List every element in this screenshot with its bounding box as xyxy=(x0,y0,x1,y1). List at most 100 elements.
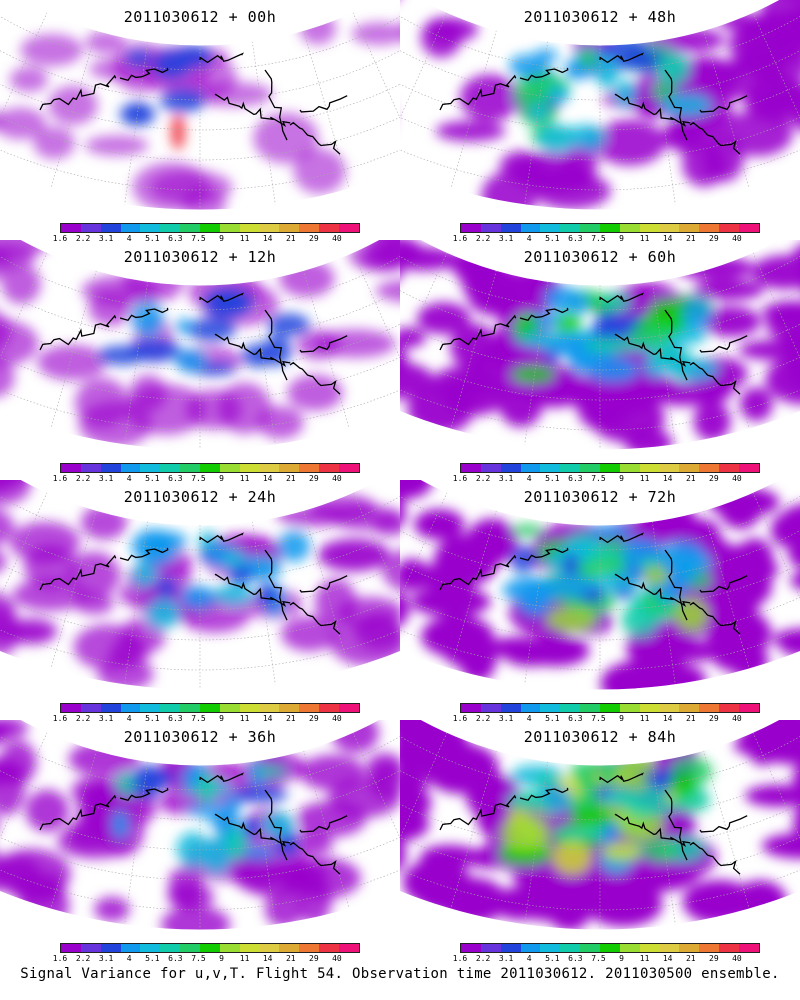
colorbar-swatch xyxy=(639,944,660,952)
colorbar-swatches xyxy=(460,463,760,473)
colorbar-labels: 1.6 2.2 3.1 4 5.1 6.3 7.5 9 11 14 21 29 40 xyxy=(53,233,360,245)
colorbar-swatch xyxy=(259,224,280,232)
colorbar-tick-label: 6.3 xyxy=(168,954,183,963)
colorbar-swatch xyxy=(659,464,680,472)
colorbar-swatch xyxy=(520,224,541,232)
colorbar-tick-label: 21 xyxy=(685,474,696,483)
colorbar-swatch xyxy=(679,464,700,472)
colorbar-tick-label: 7.5 xyxy=(591,474,606,483)
colorbar-swatch xyxy=(80,704,101,712)
colorbar-tick-label: 40 xyxy=(332,234,342,243)
colorbar-tick-label: 21 xyxy=(285,714,296,723)
colorbar-swatch xyxy=(679,224,700,232)
colorbar-swatch xyxy=(100,464,121,472)
colorbar-tick-label: 40 xyxy=(732,714,742,723)
colorbar-tick-label: 21 xyxy=(685,954,696,963)
colorbar-swatch xyxy=(739,944,759,952)
colorbar-tick-label: 6.3 xyxy=(168,714,183,723)
colorbar-tick-label: 29 xyxy=(309,234,319,243)
colorbar-swatches xyxy=(460,943,760,953)
colorbar-swatches xyxy=(460,703,760,713)
colorbar-tick-label: 14 xyxy=(262,714,273,723)
colorbar-swatches xyxy=(60,463,360,473)
colorbar-swatch xyxy=(699,224,720,232)
colorbar-swatch xyxy=(619,944,640,952)
colorbar-swatch xyxy=(219,944,240,952)
colorbar-swatch xyxy=(180,944,201,952)
colorbar-swatch xyxy=(619,464,640,472)
variance-map xyxy=(0,720,400,931)
colorbar-tick-label: 4 xyxy=(126,474,132,483)
colorbar-tick-label: 11 xyxy=(639,474,650,483)
colorbar-tick-label: 11 xyxy=(239,714,250,723)
colorbar-swatch xyxy=(699,704,720,712)
colorbar-swatch xyxy=(80,224,101,232)
colorbar-tick-label: 5.1 xyxy=(145,714,160,723)
colorbar-tick-label: 14 xyxy=(662,714,673,723)
colorbar-swatch xyxy=(239,944,260,952)
colorbar-swatch xyxy=(480,224,501,232)
colorbar-swatch xyxy=(259,944,280,952)
colorbar-swatch xyxy=(239,704,260,712)
colorbar-swatch xyxy=(540,464,561,472)
colorbar-swatch xyxy=(500,704,521,712)
colorbar-swatch xyxy=(600,464,620,472)
panel-title: 2011030612 + 00h xyxy=(123,8,277,26)
colorbar-tick-label: 1.6 xyxy=(452,474,468,483)
colorbar-tick-label: 2.2 xyxy=(475,474,491,483)
colorbar-tick-label: 14 xyxy=(662,954,673,963)
colorbar-tick-label: 5.1 xyxy=(545,474,560,483)
colorbar-swatch xyxy=(679,704,700,712)
colorbar-swatch xyxy=(560,224,581,232)
colorbar-swatch xyxy=(61,464,81,472)
forecast-panel-grid: 2011030612 + 00h 1.6 2.2 3.1 4 5.1 6.3 7.5 9 11 14… xyxy=(0,0,800,963)
colorbar: 1.6 2.2 3.1 4 5.1 6.3 7.5 9 11 14 21 29 40 xyxy=(453,703,760,727)
colorbar-tick-label: 40 xyxy=(732,474,742,483)
variance-map xyxy=(400,480,800,691)
variance-map xyxy=(400,0,800,211)
colorbar-tick-label: 2.2 xyxy=(475,234,491,243)
colorbar-swatch xyxy=(80,944,101,952)
colorbar-tick-label: 3.1 xyxy=(498,714,514,723)
panel-title: 2011030612 + 24h xyxy=(123,488,277,506)
colorbar-swatch xyxy=(279,224,300,232)
colorbar-swatch xyxy=(319,464,340,472)
colorbar-swatch xyxy=(299,944,320,952)
colorbar-swatches xyxy=(460,223,760,233)
colorbar-tick-label: 14 xyxy=(262,954,273,963)
colorbar-tick-label: 1.6 xyxy=(52,234,68,243)
colorbar-tick-label: 7.5 xyxy=(191,714,206,723)
colorbar: 1.6 2.2 3.1 4 5.1 6.3 7.5 9 11 14 21 29 40 xyxy=(53,463,360,487)
colorbar-swatch xyxy=(61,704,81,712)
colorbar-tick-label: 21 xyxy=(685,714,696,723)
colorbar-tick-label: 4 xyxy=(126,234,132,243)
colorbar-tick-label: 29 xyxy=(309,954,319,963)
colorbar-tick-label: 7.5 xyxy=(191,474,206,483)
colorbar-swatch xyxy=(480,944,501,952)
colorbar-tick-label: 40 xyxy=(332,474,342,483)
colorbar-tick-label: 4 xyxy=(526,954,532,963)
colorbar-tick-label: 3.1 xyxy=(98,474,114,483)
colorbar-swatch xyxy=(200,464,220,472)
colorbar-tick-label: 7.5 xyxy=(191,234,206,243)
colorbar-tick-label: 4 xyxy=(526,234,532,243)
colorbar-swatch xyxy=(659,224,680,232)
colorbar: 1.6 2.2 3.1 4 5.1 6.3 7.5 9 11 14 21 29 40 xyxy=(453,463,760,487)
colorbar-tick-label: 7.5 xyxy=(591,234,606,243)
colorbar-tick-label: 1.6 xyxy=(452,714,468,723)
colorbar-swatch xyxy=(339,944,359,952)
colorbar-swatch xyxy=(339,704,359,712)
colorbar-swatch xyxy=(639,224,660,232)
colorbar-swatch xyxy=(719,224,740,232)
forecast-panel: 2011030612 + 72h 1.6 2.2 3.1 4 5.1 6.3 7.5 9 11 14… xyxy=(400,480,800,723)
colorbar-tick-label: 29 xyxy=(709,474,719,483)
colorbar-swatch xyxy=(120,464,141,472)
colorbar-tick-label: 5.1 xyxy=(545,954,560,963)
colorbar-tick-label: 29 xyxy=(709,954,719,963)
colorbar-tick-label: 7.5 xyxy=(591,714,606,723)
colorbar: 1.6 2.2 3.1 4 5.1 6.3 7.5 9 11 14 21 29 40 xyxy=(453,223,760,247)
colorbar-tick-label: 21 xyxy=(285,234,296,243)
colorbar-swatch xyxy=(719,464,740,472)
colorbar-swatch xyxy=(600,224,620,232)
colorbar-tick-label: 6.3 xyxy=(568,954,583,963)
